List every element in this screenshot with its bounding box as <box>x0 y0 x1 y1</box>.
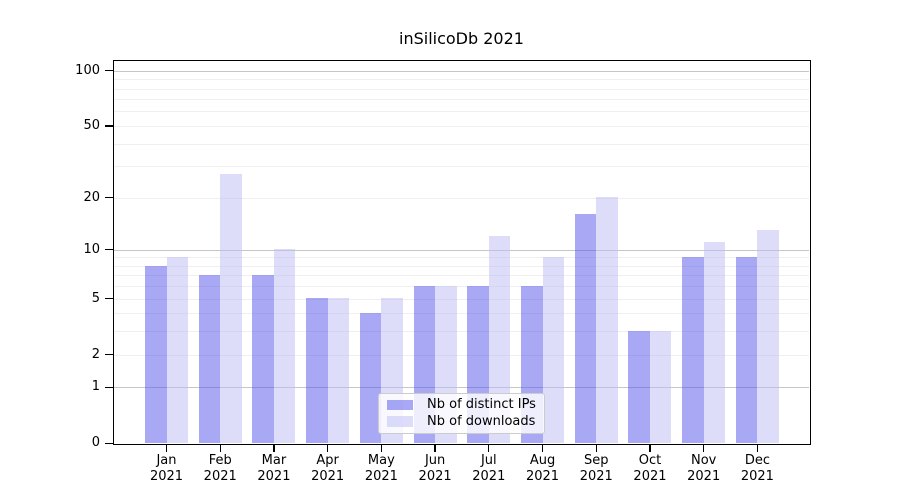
x-tick-mark <box>595 444 597 452</box>
gridline-minor <box>113 166 809 168</box>
y-tick-label: 50 <box>83 117 100 133</box>
x-tick-label-jun: Jun 2021 <box>418 453 452 484</box>
bar-distinct-ips-apr <box>306 298 328 443</box>
bar-distinct-ips-nov <box>682 257 704 443</box>
bar-downloads-mar <box>273 249 296 443</box>
y-tick-mark <box>104 70 113 72</box>
legend-swatch-downloads-icon <box>387 416 413 427</box>
bar-distinct-ips-may <box>359 313 382 443</box>
x-tick-label-oct: Oct 2021 <box>633 453 667 484</box>
y-tick-mark <box>104 249 113 251</box>
x-tick-label-jan: Jan 2021 <box>149 453 184 484</box>
x-tick-mark <box>273 444 275 452</box>
x-tick-mark <box>380 444 383 452</box>
bar-distinct-ips-mar <box>252 275 274 443</box>
x-tick-mark <box>541 444 544 452</box>
bar-downloads-jan <box>166 257 188 443</box>
x-tick-mark <box>327 444 329 452</box>
bar-downloads-oct <box>649 331 672 443</box>
gridline-major <box>113 249 809 251</box>
legend-label-distinct-ips: Nb of distinct IPs <box>427 397 536 413</box>
x-tick-label-sep: Sep 2021 <box>579 453 613 484</box>
gridline-minor <box>113 143 809 145</box>
x-tick-label-nov: Nov 2021 <box>687 453 721 484</box>
bar-downloads-dec <box>757 230 779 443</box>
x-tick-mark <box>434 444 436 452</box>
x-tick-mark <box>649 444 651 452</box>
x-tick-label-apr: Apr 2021 <box>311 453 345 484</box>
gridline-minor <box>113 88 809 90</box>
x-tick-mark <box>703 444 705 452</box>
x-tick-label-feb: Feb 2021 <box>203 453 237 484</box>
x-tick-mark <box>756 444 759 452</box>
y-tick-mark <box>104 298 113 300</box>
gridline-minor <box>113 286 809 288</box>
x-tick-label-dec: Dec 2021 <box>740 453 774 484</box>
gridline-minor <box>113 298 809 300</box>
bar-downloads-aug <box>542 257 565 443</box>
legend-entry-downloads: Nb of downloads <box>387 413 536 429</box>
gridline-major <box>113 387 809 389</box>
y-tick-label: 20 <box>83 189 100 205</box>
x-tick-mark <box>488 444 490 452</box>
y-tick-label: 10 <box>83 241 100 257</box>
bar-downloads-sep <box>596 197 618 443</box>
bar-distinct-ips-feb <box>198 275 221 443</box>
bar-downloads-jul <box>488 235 511 443</box>
bar-distinct-ips-jan <box>145 265 167 443</box>
y-tick-label: 100 <box>75 62 100 78</box>
bar-distinct-ips-oct <box>628 331 650 443</box>
legend-swatch-distinct-ips-icon <box>387 399 413 410</box>
x-tick-mark <box>165 444 168 452</box>
plot-area <box>113 60 809 443</box>
x-tick-label-jul: Jul 2021 <box>472 453 506 484</box>
bar-downloads-nov <box>703 242 726 443</box>
x-tick-label-aug: Aug 2021 <box>525 453 560 484</box>
gridline-minor <box>113 125 809 127</box>
y-tick-mark <box>104 196 113 199</box>
gridline-minor <box>113 197 809 199</box>
gridline-minor <box>113 257 809 259</box>
gridline-major <box>113 70 809 72</box>
y-tick-label: 0 <box>91 435 100 451</box>
x-tick-mark <box>219 444 221 452</box>
chart-title: inSilicoDb 2021 <box>399 29 524 48</box>
legend-entry-distinct-ips: Nb of distinct IPs <box>387 397 536 413</box>
y-tick-label: 2 <box>91 346 100 362</box>
gridline-minor <box>113 265 809 267</box>
gridline-minor <box>113 99 809 101</box>
bar-distinct-ips-dec <box>735 257 758 443</box>
y-tick-label: 1 <box>91 379 100 395</box>
gridline-minor <box>113 111 809 113</box>
gridline-minor <box>113 331 809 333</box>
bar-distinct-ips-sep <box>574 214 597 443</box>
legend: Nb of distinct IPs Nb of downloads <box>378 392 545 434</box>
bar-downloads-feb <box>220 174 242 443</box>
gridline-minor <box>113 313 809 315</box>
gridline-minor <box>113 275 809 277</box>
y-tick-mark <box>104 353 113 356</box>
x-tick-label-mar: Mar 2021 <box>257 453 291 484</box>
y-tick-mark <box>104 125 113 127</box>
y-tick-mark <box>104 442 113 444</box>
gridline-minor <box>113 354 809 356</box>
legend-label-downloads: Nb of downloads <box>427 413 536 429</box>
gridline-minor <box>113 79 809 81</box>
bar-downloads-apr <box>327 298 350 443</box>
y-tick-mark <box>104 386 113 388</box>
x-tick-label-may: May 2021 <box>364 453 398 484</box>
y-tick-label: 5 <box>91 290 100 306</box>
